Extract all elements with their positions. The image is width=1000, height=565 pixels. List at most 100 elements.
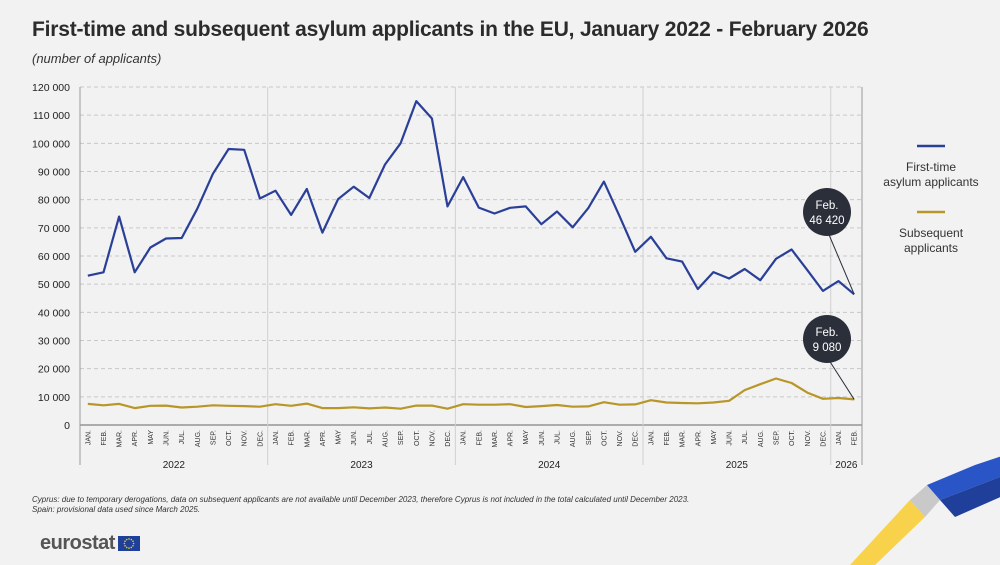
x-year-label: 2025 [726,460,749,471]
chart-subtitle: (number of applicants) [32,51,162,66]
x-month-label: DEC. [820,430,827,447]
callout-label: Feb. [815,327,838,339]
y-tick-label: 10 000 [38,392,70,404]
flag-star [123,542,126,545]
x-month-label: MAR. [680,430,687,448]
x-year-label: 2022 [163,460,186,471]
footnote-spain: Spain: provisional data used since March… [32,505,201,514]
x-month-label: JUL. [742,430,749,444]
footnote-cyprus: Cyprus: due to temporary derogations, da… [32,495,690,504]
x-month-label: JUL. [555,430,562,444]
y-tick-label: 90 000 [38,167,70,179]
x-month-label: APR. [320,430,327,446]
x-month-label: NOV. [805,430,812,447]
x-month-label: JAN. [648,430,655,445]
eurostat-logo: eurostat [40,532,140,555]
x-month-label: DEC. [445,430,452,447]
x-month-label: JUN. [164,430,171,446]
x-month-label: SEP. [398,430,405,445]
y-tick-label: 50 000 [38,279,70,291]
y-tick-label: 120 000 [32,82,70,94]
x-month-label: JUN. [351,430,358,446]
x-month-label: SEP. [773,430,780,445]
x-month-label: NOV. [242,430,249,447]
callout-leader [826,229,855,295]
y-tick-label: 80 000 [38,195,70,207]
line-chart: 0 10 000 20 000 30 000 40 000 50 000 60 000 70 … [32,82,979,471]
y-tick-label: 70 000 [38,223,70,235]
callout-value: 9 080 [813,342,842,354]
series-lines [87,99,855,410]
y-axis: 0 10 000 20 000 30 000 40 000 50 000 60 000 70 … [32,82,70,432]
x-month-label: DEC. [633,430,640,447]
x-month-label: AUG. [758,430,765,447]
y-tick-label: 110 000 [33,110,70,122]
flag-star [128,547,130,549]
x-year-label: 2023 [350,460,373,471]
series-line [87,99,855,296]
callout-leader [826,356,855,400]
x-month-label: AUG. [195,430,202,447]
x-month-label: APR. [132,430,139,446]
x-month-label: FEB. [289,430,296,446]
legend-label: asylum applicants [883,175,978,189]
y-tick-label: 40 000 [38,307,70,319]
y-tick-label: 0 [64,420,70,432]
x-month-label: MAY [336,430,343,445]
flag-star [124,545,126,547]
x-month-label: FEB. [101,430,108,446]
x-month-label: APR. [695,430,702,446]
y-tick-label: 100 000 [32,138,70,150]
x-month-label: FEB. [664,430,671,446]
callout-bubble [803,315,851,363]
x-month-label: NOV. [429,430,436,447]
x-month-label: JAN. [836,430,843,445]
x-month-label: AUG. [382,430,389,447]
x-month-label: MAR. [492,430,499,448]
x-month-label: SEP. [210,430,217,445]
eurostat-logo-text: eurostat [40,532,115,554]
grid [80,86,862,426]
x-year-label: 2024 [538,460,561,471]
callouts: Feb. 46 420 Feb. 9 080 [803,188,855,400]
flag-star [132,542,135,545]
x-month-label: MAR. [304,430,311,448]
x-month-label: MAR. [117,430,124,448]
callout-value: 46 420 [809,215,844,227]
x-month-label: OCT. [226,430,233,446]
x-month-label: MAY [711,430,718,445]
flag-star [132,540,134,542]
legend-label: Subsequent [899,226,964,240]
y-tick-label: 60 000 [38,251,70,263]
x-month-label: AUG. [570,430,577,447]
flag-star [132,545,134,547]
flag-star [130,538,133,541]
decorative-chevrons [850,456,1000,565]
flag-star [130,546,133,549]
x-month-label: JAN. [461,430,468,445]
legend-label: applicants [904,241,958,255]
x-month-label: JUN. [539,430,546,446]
callout-label: Feb. [815,200,838,212]
x-month-label: FEB. [476,430,483,446]
x-month-label: OCT. [601,430,608,446]
x-month-label: OCT. [789,430,796,446]
y-tick-label: 20 000 [38,364,70,376]
x-month-label: JAN. [85,430,92,445]
flag-star [125,538,128,541]
series-line [87,377,855,410]
eu-flag-icon [117,536,140,551]
x-month-label: JUN. [727,430,734,446]
chart-title: First-time and subsequent asylum applica… [32,18,869,41]
x-month-label: DEC. [257,430,264,447]
callout-bubble [803,188,851,236]
x-month-label: SEP. [586,430,593,445]
flag-star [128,538,130,540]
x-month-label: MAY [148,430,155,445]
legend-label: First-time [906,160,956,174]
x-month-label: JUL. [179,430,186,444]
x-month-label: APR. [508,430,515,446]
y-tick-label: 30 000 [38,336,70,348]
x-month-label: NOV. [617,430,624,447]
